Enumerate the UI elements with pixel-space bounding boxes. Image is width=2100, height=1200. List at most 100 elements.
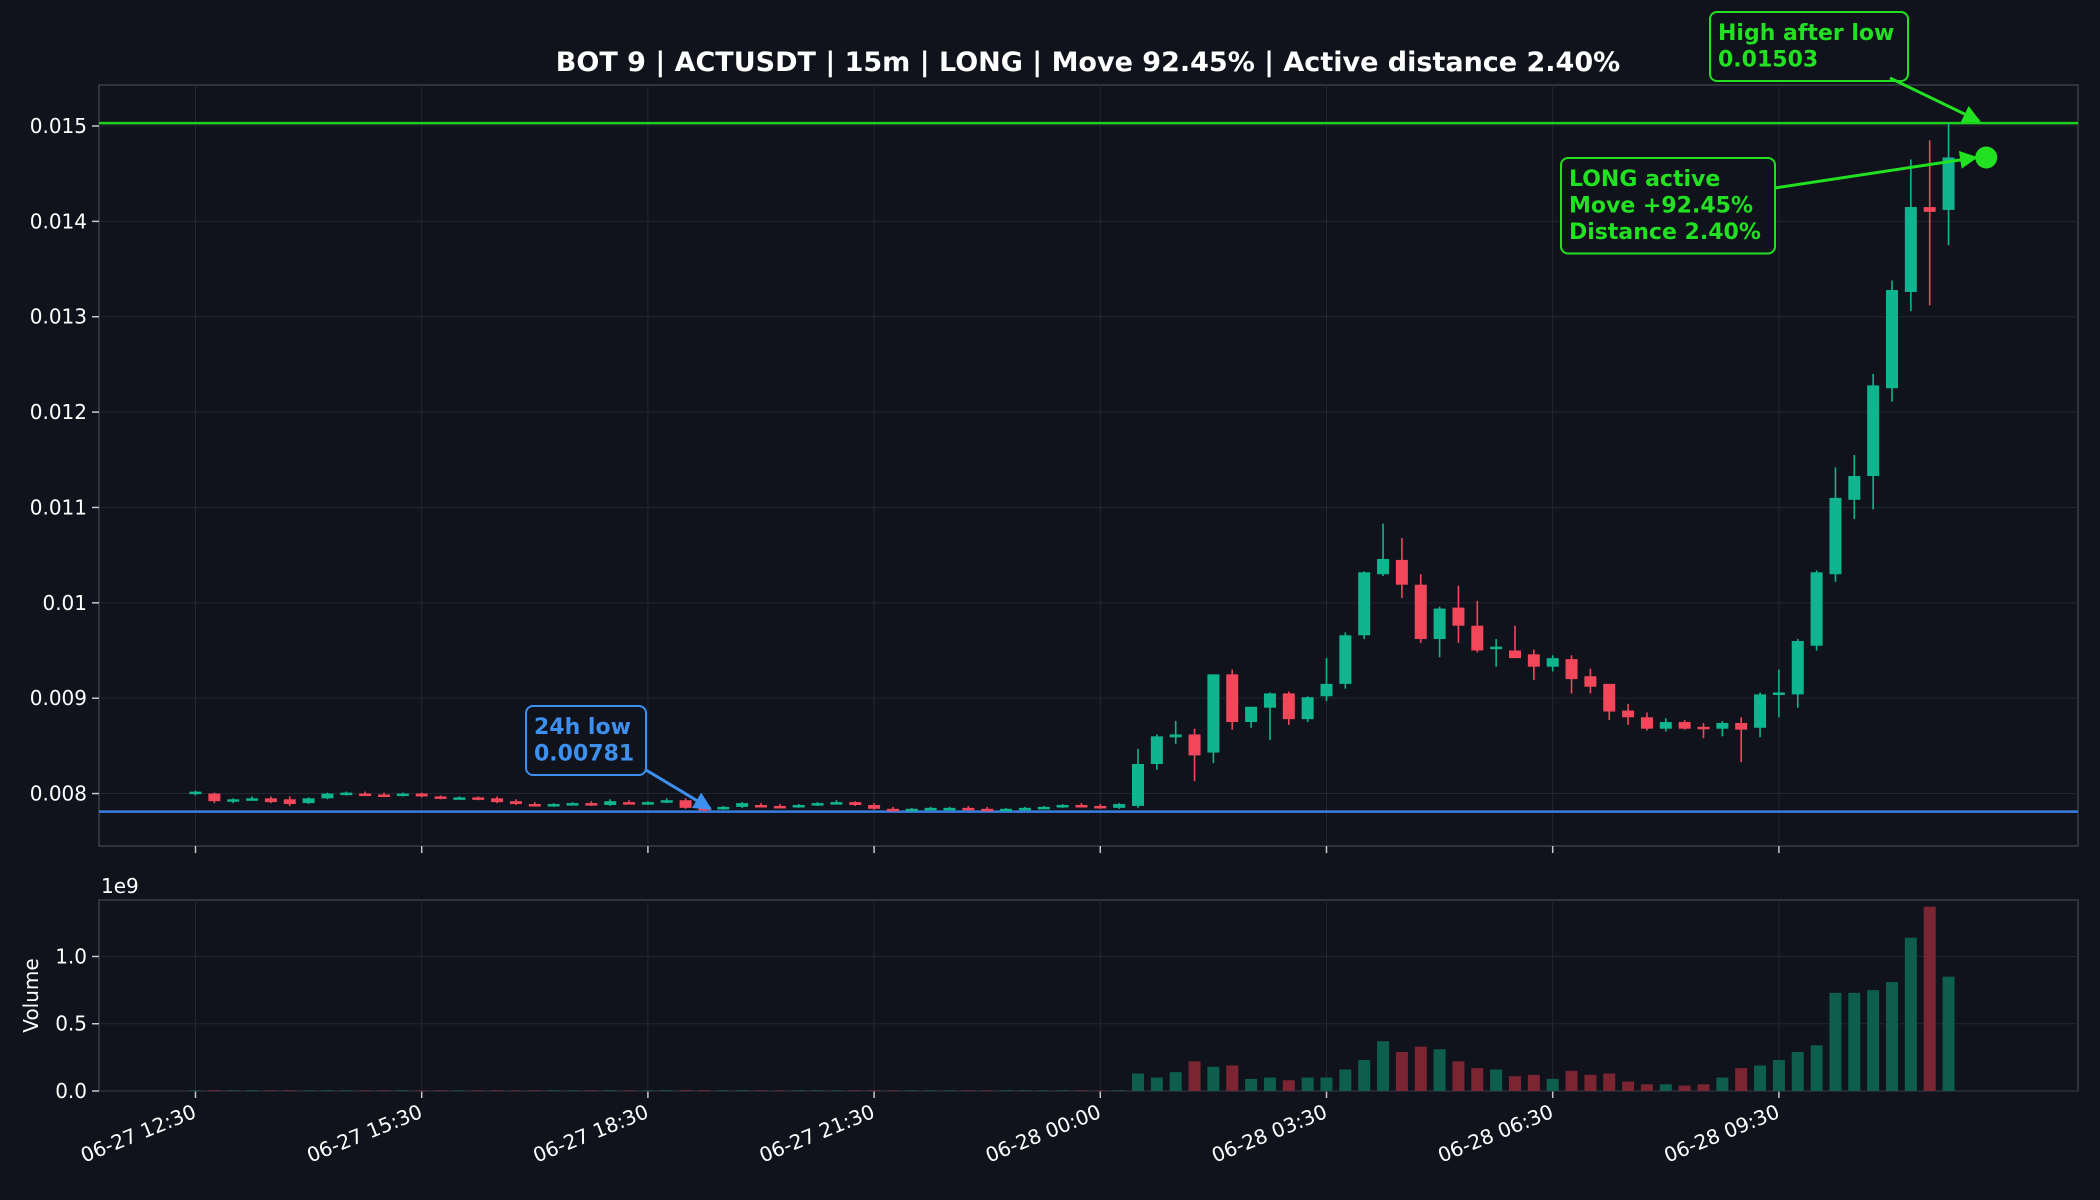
candle-body: [246, 798, 259, 801]
volume-bar: [792, 1090, 805, 1091]
candle-body: [453, 797, 466, 800]
candle-body: [660, 800, 673, 803]
candle-body: [1132, 763, 1144, 806]
volume-bar: [1282, 1080, 1295, 1091]
volume-bar: [302, 1090, 315, 1091]
candle-body: [378, 794, 390, 798]
volume-bar: [1697, 1084, 1710, 1091]
volume-bar: [1527, 1074, 1540, 1091]
candle: [1603, 683, 1616, 721]
volume-bar: [736, 1090, 749, 1091]
volume-bar: [1772, 1060, 1785, 1091]
candle: [660, 798, 673, 804]
candle-body: [1377, 558, 1390, 575]
volume-bar: [1886, 982, 1898, 1091]
volume-bar: [924, 1090, 937, 1091]
candle-body: [886, 808, 899, 812]
candle: [1509, 625, 1521, 659]
candle-body: [1678, 722, 1691, 729]
candle: [773, 804, 786, 809]
volume-bar: [321, 1090, 334, 1091]
candle-body: [189, 791, 202, 795]
candle: [1829, 467, 1842, 582]
price-tick-label: 0.008: [30, 782, 87, 806]
candle-body: [1339, 635, 1352, 684]
candle: [434, 795, 447, 800]
volume-bar: [811, 1090, 824, 1091]
candle: [1584, 668, 1597, 694]
candle-body: [1942, 157, 1955, 210]
volume-bar: [528, 1090, 541, 1091]
candle: [1132, 748, 1144, 808]
candle: [547, 803, 560, 807]
candle: [962, 805, 975, 811]
volume-bar: [415, 1090, 428, 1091]
candle-body: [491, 798, 504, 803]
candle-body: [1094, 805, 1107, 809]
volume-bar: [1735, 1068, 1748, 1091]
candle-body: [1622, 710, 1635, 718]
volume-tick-label: 0.5: [55, 1012, 87, 1036]
candle-body: [264, 798, 277, 803]
candle: [641, 801, 654, 805]
price-tick-label: 0.015: [30, 114, 87, 138]
candle: [246, 796, 259, 801]
candle-body: [868, 804, 881, 809]
candle: [1791, 639, 1804, 708]
candle: [1018, 806, 1031, 811]
candle-body: [1188, 734, 1201, 756]
candle: [1207, 674, 1220, 764]
candle: [1395, 537, 1408, 599]
candle-body: [1000, 808, 1013, 812]
volume-bar: [1791, 1051, 1804, 1091]
active-annotation-text: LONG active: [1569, 167, 1720, 192]
candle-body: [792, 804, 805, 808]
candle: [1000, 807, 1013, 812]
candle-body: [1754, 694, 1767, 728]
candle-body: [1810, 572, 1823, 646]
volume-bar: [246, 1090, 259, 1091]
candle: [359, 791, 372, 797]
volume-bar: [509, 1090, 522, 1091]
candle-body: [1301, 697, 1314, 720]
candle-body: [1150, 736, 1163, 764]
volume-bar: [943, 1090, 956, 1091]
volume-bar: [962, 1090, 975, 1091]
volume-bar: [717, 1090, 730, 1091]
volume-bar: [566, 1090, 579, 1091]
volume-bar: [378, 1090, 390, 1091]
candle-body: [1018, 807, 1031, 811]
candle: [1471, 600, 1484, 653]
volume-bar: [660, 1090, 673, 1091]
candle: [585, 801, 598, 806]
candle-body: [1490, 646, 1503, 650]
candle: [1754, 692, 1767, 738]
volume-bar: [227, 1090, 240, 1091]
candle: [1113, 803, 1126, 809]
candle: [679, 798, 692, 809]
volume-bar: [1301, 1077, 1314, 1091]
candle: [755, 803, 767, 808]
candle: [415, 792, 428, 798]
price-tick-label: 0.011: [30, 495, 87, 519]
candle: [1358, 571, 1371, 640]
volume-bar: [1320, 1077, 1333, 1091]
candle-body: [1282, 693, 1295, 720]
candle-body: [1037, 806, 1050, 810]
candle-body: [1772, 692, 1785, 695]
volume-bar: [491, 1090, 504, 1091]
active-annotation-text: Move +92.45%: [1569, 194, 1753, 219]
candle-body: [924, 807, 937, 811]
candle-body: [1527, 654, 1540, 667]
volume-bar: [1678, 1085, 1691, 1091]
candle-body: [340, 792, 353, 796]
candle-body: [1791, 640, 1804, 695]
candle-body: [1433, 608, 1446, 640]
volume-tick-label: 1.0: [55, 944, 87, 968]
candle: [1282, 691, 1295, 725]
volume-bar: [1810, 1045, 1823, 1091]
volume-bar: [1169, 1072, 1182, 1091]
candle-body: [811, 803, 824, 806]
volume-bar: [1584, 1074, 1597, 1091]
